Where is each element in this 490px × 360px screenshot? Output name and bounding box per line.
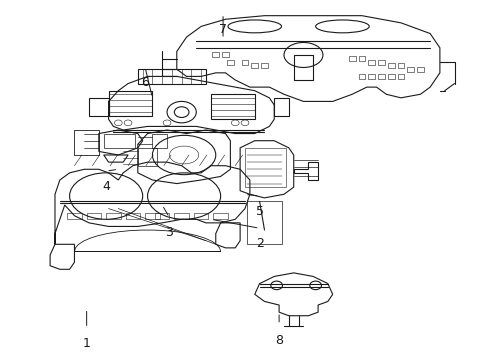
Text: 4: 4: [102, 180, 110, 193]
Bar: [251, 63, 258, 68]
Text: 1: 1: [83, 337, 91, 350]
Bar: [388, 63, 394, 68]
Bar: [211, 94, 255, 119]
Bar: [397, 74, 404, 79]
Bar: [125, 213, 140, 219]
Bar: [74, 130, 99, 155]
Bar: [349, 56, 356, 61]
Bar: [155, 213, 170, 219]
Bar: [359, 56, 366, 61]
Bar: [222, 53, 229, 58]
Bar: [388, 74, 394, 79]
Bar: [261, 63, 268, 68]
Bar: [138, 69, 206, 84]
Text: 7: 7: [219, 23, 227, 36]
Bar: [378, 74, 385, 79]
Bar: [67, 213, 82, 219]
Bar: [212, 53, 219, 58]
Bar: [213, 213, 228, 219]
Bar: [138, 148, 157, 166]
Bar: [407, 67, 414, 72]
Bar: [145, 213, 160, 219]
Bar: [194, 213, 208, 219]
Bar: [368, 60, 375, 64]
Bar: [174, 213, 189, 219]
Text: 2: 2: [256, 237, 264, 250]
Bar: [227, 60, 234, 64]
Bar: [245, 148, 287, 187]
Bar: [359, 74, 366, 79]
Bar: [378, 60, 385, 64]
Bar: [242, 60, 248, 64]
Bar: [87, 213, 101, 219]
Bar: [368, 74, 375, 79]
Bar: [247, 202, 282, 244]
Bar: [152, 134, 167, 148]
Bar: [417, 67, 424, 72]
Bar: [397, 63, 404, 68]
Text: 3: 3: [166, 226, 173, 239]
Text: 8: 8: [275, 334, 283, 347]
Bar: [109, 91, 152, 116]
Text: 5: 5: [256, 205, 264, 218]
Bar: [106, 213, 121, 219]
Bar: [104, 134, 135, 148]
Text: 6: 6: [141, 76, 149, 89]
